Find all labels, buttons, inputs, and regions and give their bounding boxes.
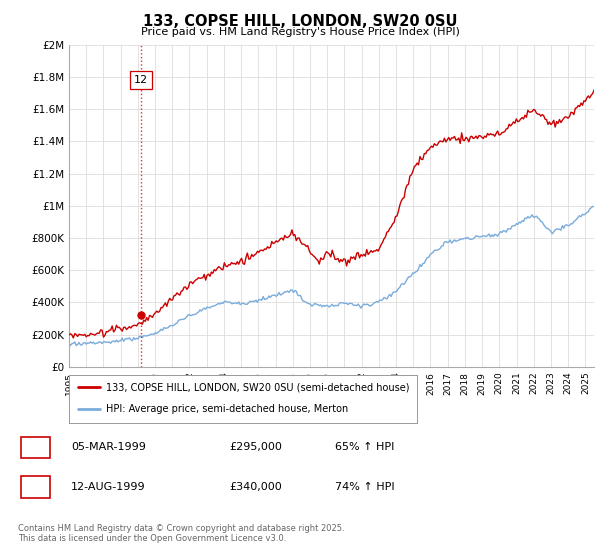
Text: 133, COPSE HILL, LONDON, SW20 0SU: 133, COPSE HILL, LONDON, SW20 0SU <box>143 14 457 29</box>
FancyBboxPatch shape <box>20 437 50 458</box>
Text: Price paid vs. HM Land Registry's House Price Index (HPI): Price paid vs. HM Land Registry's House … <box>140 27 460 37</box>
Text: £340,000: £340,000 <box>229 482 282 492</box>
FancyBboxPatch shape <box>20 476 50 498</box>
Text: 2: 2 <box>31 480 39 493</box>
Text: 74% ↑ HPI: 74% ↑ HPI <box>335 482 394 492</box>
Text: 12: 12 <box>134 75 148 85</box>
Text: 05-MAR-1999: 05-MAR-1999 <box>71 442 146 452</box>
Text: 1: 1 <box>31 441 39 454</box>
Text: 133, COPSE HILL, LONDON, SW20 0SU (semi-detached house): 133, COPSE HILL, LONDON, SW20 0SU (semi-… <box>106 382 409 392</box>
Text: Contains HM Land Registry data © Crown copyright and database right 2025.
This d: Contains HM Land Registry data © Crown c… <box>18 524 344 543</box>
Text: HPI: Average price, semi-detached house, Merton: HPI: Average price, semi-detached house,… <box>106 404 348 414</box>
Text: 12-AUG-1999: 12-AUG-1999 <box>71 482 145 492</box>
Text: 65% ↑ HPI: 65% ↑ HPI <box>335 442 394 452</box>
Text: £295,000: £295,000 <box>229 442 282 452</box>
